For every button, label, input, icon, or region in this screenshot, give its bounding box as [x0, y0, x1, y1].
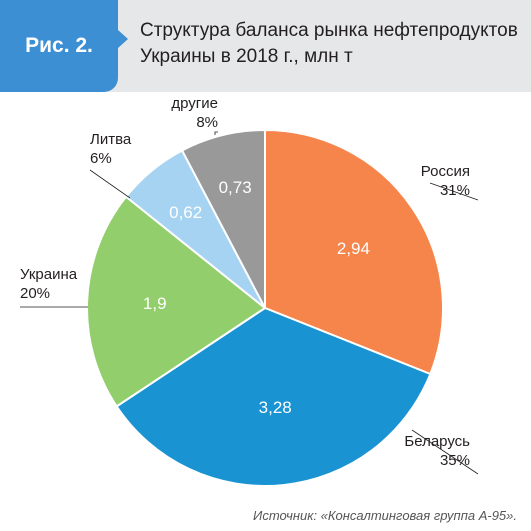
pie-slice-2: [115, 306, 432, 487]
slice-name-label: Беларусь: [404, 433, 470, 450]
figure-label: Рис. 2.: [25, 34, 93, 57]
slice-name-label: другие: [171, 95, 218, 112]
leader-line: [89, 169, 131, 199]
slice-percent-label: 20%: [20, 285, 50, 302]
slice-value-label: 3,28: [259, 398, 292, 417]
leader-line: [429, 182, 479, 201]
pie-slice-3: [86, 195, 267, 408]
leader-line: [411, 429, 479, 475]
slice-name-label: Литва: [90, 131, 132, 148]
slice-percent-label: 35%: [440, 452, 470, 469]
chart-title: Структура баланса рынка нефтепродуктов У…: [140, 20, 518, 67]
slice-percent-label: 8%: [196, 114, 218, 131]
pie-slice-5: [180, 128, 266, 309]
header-band: Рис. 2. Структура баланса рынка нефтепро…: [0, 0, 531, 92]
slice-value-label: 2,94: [337, 239, 370, 258]
slice-value-label: 1,9: [143, 294, 167, 313]
badge-pointer: [118, 30, 128, 48]
slice-value-label: 0,62: [169, 203, 202, 222]
pie-chart: 2,94 3,28 1,9 0,62 0,73 Россия 31% Беларусь 35% У…: [20, 95, 479, 487]
slice-percent-label: 6%: [90, 150, 112, 167]
pie-slice-1: [264, 128, 444, 376]
slice-percent-label: 31%: [440, 182, 470, 199]
slice-name-label: Россия: [421, 163, 470, 180]
source-note: Источник: «Консалтинговая группа А-95».: [253, 508, 517, 523]
slice-name-label: Украина: [20, 266, 78, 283]
leader-line: [214, 131, 218, 135]
figure-badge: Рис. 2.: [0, 0, 118, 92]
slice-value-label: 0,73: [219, 178, 252, 197]
